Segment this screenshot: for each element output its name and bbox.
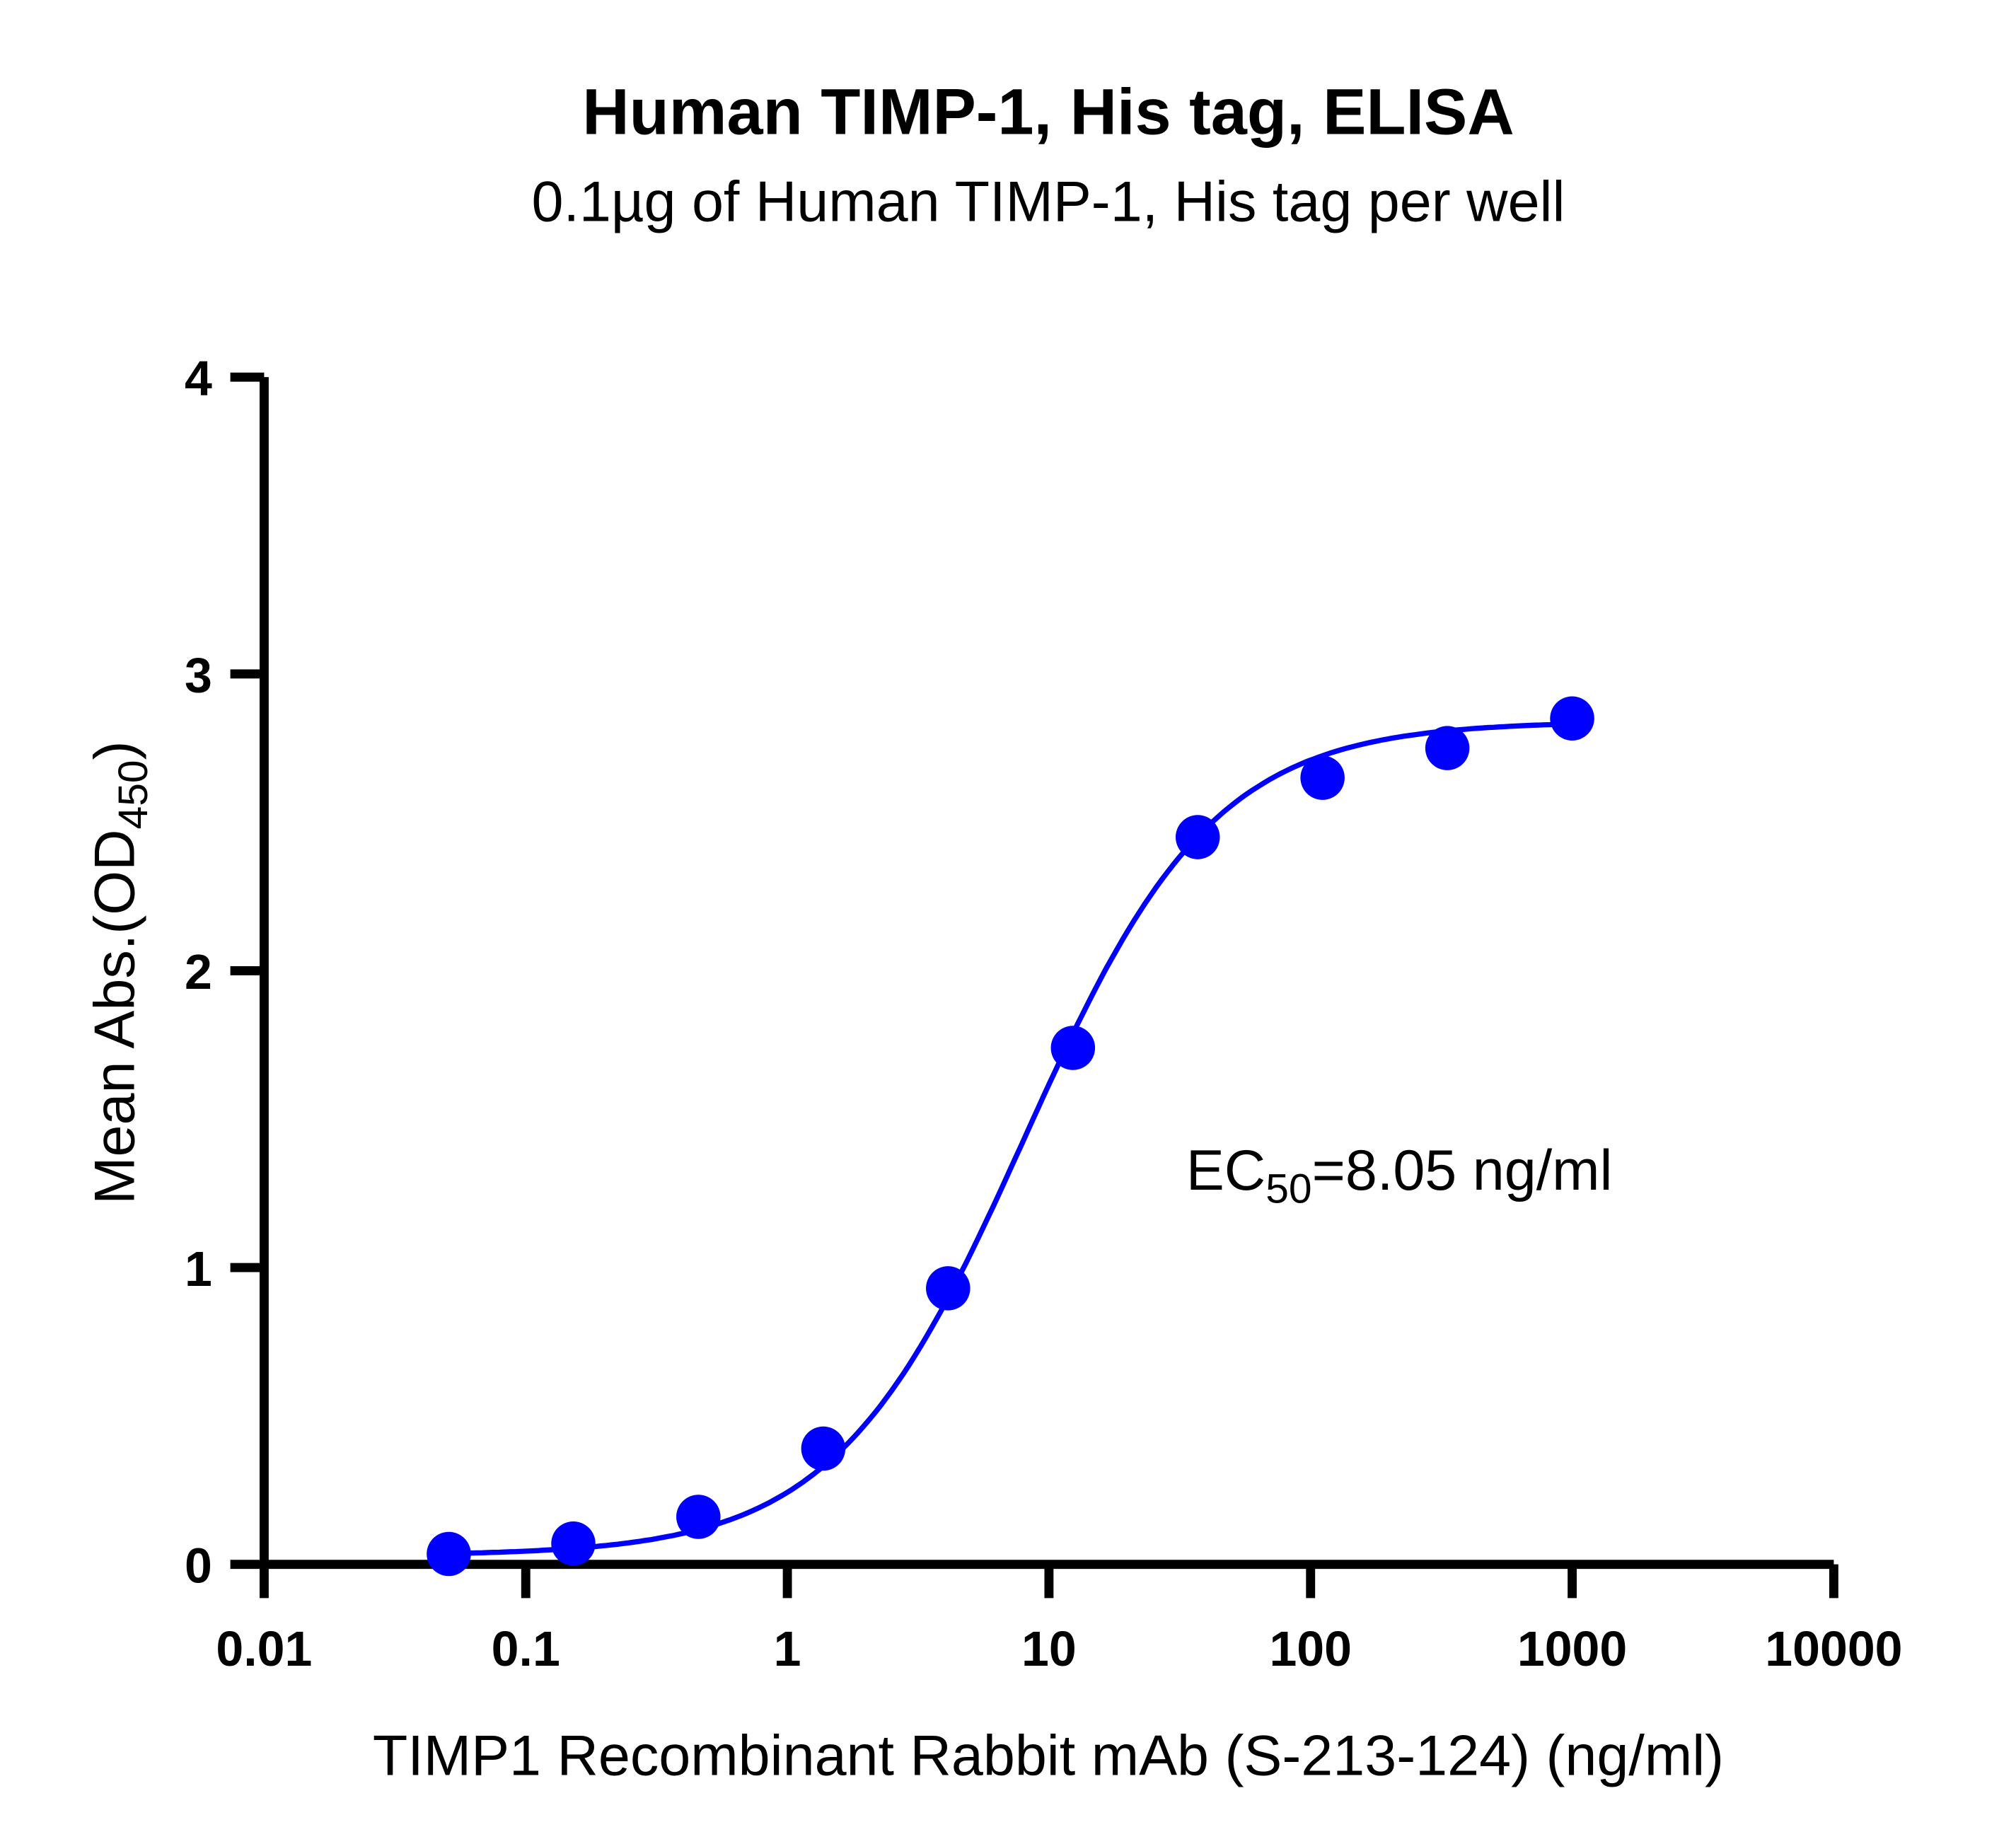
x-tick-label: 0.1: [492, 1621, 560, 1676]
data-point: [1425, 726, 1470, 770]
x-tick-label: 10000: [1765, 1621, 1902, 1676]
ec50-annotation: EC50=8.05 ng/ml: [1186, 1139, 1613, 1212]
data-point: [1300, 755, 1345, 800]
fit-curve-layer: [448, 721, 1572, 1557]
fit-curve: [448, 721, 1572, 1557]
data-point: [427, 1531, 471, 1577]
x-tick-label: 0.01: [216, 1621, 312, 1676]
x-tick-label: 100: [1269, 1621, 1352, 1676]
y-tick-label: 0: [185, 1538, 212, 1593]
axes: 0 1 2 3 4 0.01 0.1 1 10 100 1000 10000: [185, 351, 1903, 1676]
y-axis-label: Mean Abs.(OD450): [83, 741, 156, 1204]
y-tick-label: 2: [185, 944, 212, 999]
chart-title: Human TIMP-1, His tag, ELISA: [582, 76, 1514, 148]
data-point: [1175, 815, 1220, 859]
x-tick-label: 10: [1021, 1621, 1077, 1676]
data-point: [1050, 1026, 1096, 1070]
x-axis-label: TIMP1 Recombinant Rabbit mAb (S-213-124)…: [373, 1724, 1724, 1787]
y-tick-label: 3: [185, 648, 212, 703]
data-point: [551, 1521, 596, 1566]
data-points: [427, 696, 1594, 1577]
x-tick-label: 1: [774, 1621, 801, 1676]
data-point: [1550, 696, 1594, 741]
y-tick-label: 4: [185, 351, 212, 406]
data-point: [801, 1426, 846, 1471]
y-tick-label: 1: [185, 1241, 212, 1297]
data-point: [926, 1266, 971, 1311]
data-point: [676, 1495, 721, 1539]
x-tick-label: 1000: [1517, 1621, 1627, 1676]
chart-subtitle: 0.1µg of Human TIMP-1, His tag per well: [531, 170, 1565, 234]
